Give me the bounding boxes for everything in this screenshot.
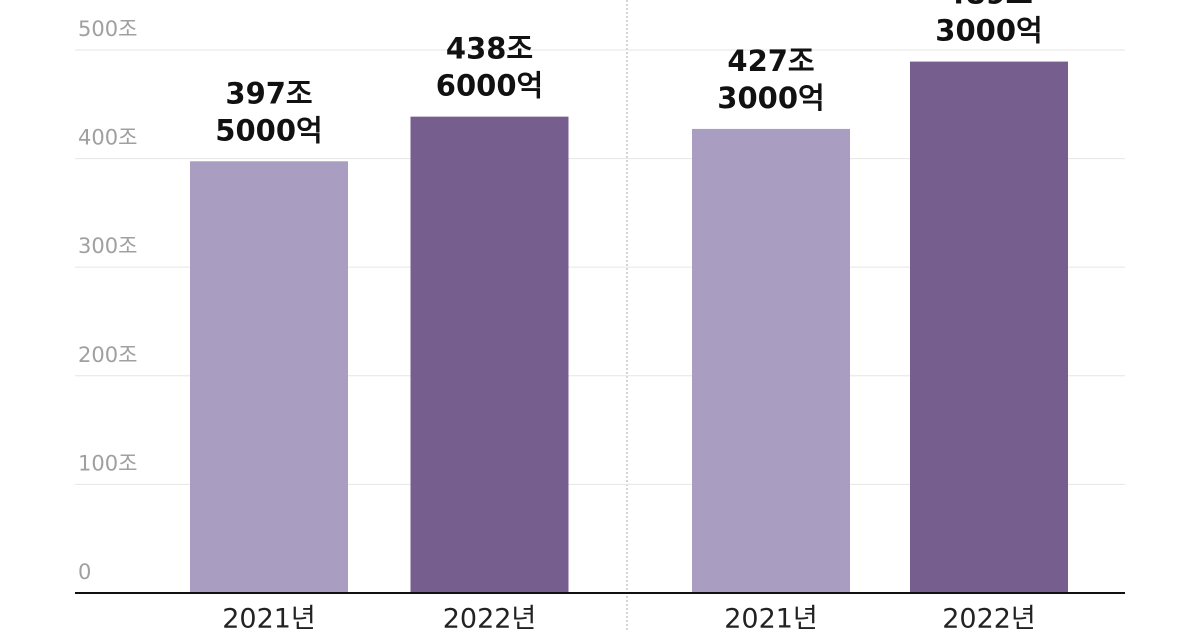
bar (910, 61, 1068, 594)
x-tick-label: 2021년 (222, 604, 316, 630)
value-label: 5000억 (215, 113, 322, 147)
value-label: 6000억 (436, 69, 543, 103)
value-label: 3000억 (717, 81, 824, 115)
y-tick-label: 0 (78, 560, 91, 584)
bar (190, 161, 348, 594)
x-tick-label: 2022년 (942, 604, 1036, 630)
y-tick-label: 300조 (78, 234, 137, 258)
y-tick-label: 200조 (78, 343, 137, 367)
y-tick-label: 500조 (78, 17, 137, 41)
x-tick-label: 2022년 (443, 604, 537, 630)
bar (692, 128, 850, 593)
value-label: 427조 (727, 44, 814, 78)
value-label: 3000억 (935, 14, 1042, 48)
value-label: 489조 (945, 0, 1032, 11)
value-label: 438조 (446, 32, 533, 66)
bar (410, 116, 569, 594)
x-tick-label: 2021년 (724, 604, 818, 630)
y-tick-label: 100조 (78, 451, 137, 475)
y-tick-label: 400조 (78, 126, 137, 150)
value-label: 397조 (225, 76, 312, 110)
